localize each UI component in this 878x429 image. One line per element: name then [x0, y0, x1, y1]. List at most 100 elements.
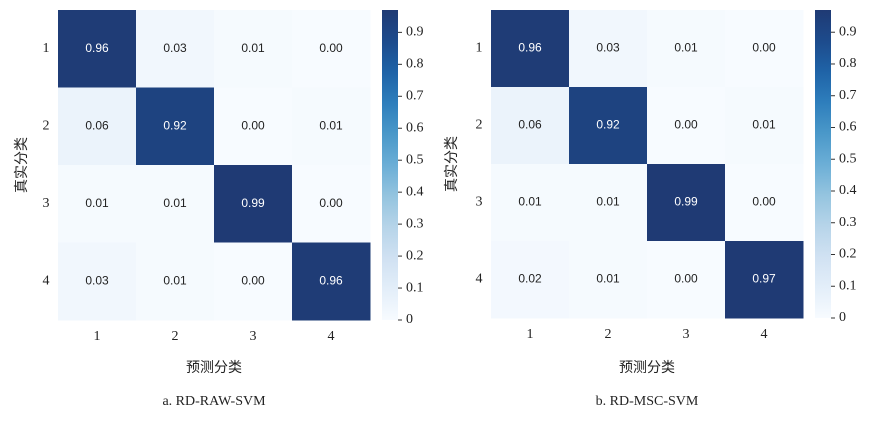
colorbar-tick-label: 0.1: [406, 280, 424, 295]
cell-label: 0.00: [241, 273, 265, 287]
cell-label: 0.03: [163, 41, 187, 55]
colorbar-tick-label: 0.9: [839, 24, 857, 39]
cell-label: 0.01: [163, 273, 187, 287]
heatmap-cell: [647, 10, 726, 88]
heatmap-cell: [647, 241, 726, 319]
cell-label: 0.01: [319, 118, 343, 132]
cell-label: 0.97: [752, 272, 776, 286]
cell-label: 0.06: [85, 118, 109, 132]
caption: b. RD-MSC-SVM: [596, 394, 699, 409]
x-tick-label: 1: [527, 327, 534, 342]
heatmap-cell: [647, 87, 726, 165]
heatmap-cell: [491, 10, 570, 88]
heatmap-cell: [292, 87, 371, 166]
colorbar-tick-label: 0.2: [839, 247, 857, 262]
y-tick-label: 3: [43, 196, 50, 211]
cell-label: 0.01: [674, 41, 698, 55]
colorbar-tick-label: 0.9: [406, 25, 424, 40]
colorbar-tick-label: 0.4: [406, 184, 424, 199]
cell-label: 0.01: [241, 41, 265, 55]
cell-label: 0.03: [596, 41, 620, 55]
colorbar-tick-label: 0.4: [839, 183, 857, 198]
heatmap-cell: [136, 10, 215, 88]
heatmap-cell: [569, 10, 648, 88]
colorbar-tick-label: 0: [406, 312, 413, 327]
x-tick-label: 4: [761, 327, 768, 342]
colorbar-tick-label: 0.3: [839, 215, 857, 230]
y-axis-label: 真实分类: [444, 136, 460, 192]
colorbar-tick-label: 0.5: [839, 151, 857, 166]
cell-label: 0.00: [752, 41, 776, 55]
cell-label: 0.01: [85, 196, 109, 210]
cell-label: 0.96: [518, 41, 542, 55]
heatmap-cell: [491, 87, 570, 165]
colorbar: [382, 10, 398, 320]
cell-label: 0.00: [319, 41, 343, 55]
heatmap-cell: [58, 165, 137, 243]
colorbar-tick-label: 0: [839, 310, 846, 325]
heatmap-cell: [569, 241, 648, 319]
x-tick-label: 2: [172, 329, 179, 344]
heatmap-cell: [136, 165, 215, 243]
y-axis-label: 真实分类: [14, 137, 30, 193]
heatmap-cell: [725, 164, 804, 242]
y-tick-label: 2: [476, 118, 483, 133]
x-tick-label: 3: [250, 329, 257, 344]
cell-label: 0.01: [163, 196, 187, 210]
y-tick-label: 4: [43, 273, 50, 288]
cell-label: 0.00: [319, 196, 343, 210]
x-tick-label: 4: [328, 329, 335, 344]
colorbar-tick-label: 0.2: [406, 248, 424, 263]
heatmap-cell: [214, 10, 293, 88]
cell-label: 0.02: [518, 272, 542, 286]
cell-label: 0.96: [319, 273, 343, 287]
cell-label: 0.00: [674, 272, 698, 286]
heatmap-cell: [214, 242, 293, 321]
cell-label: 0.01: [596, 272, 620, 286]
cell-label: 0.03: [85, 273, 109, 287]
heatmap-cell: [214, 87, 293, 166]
y-tick-label: 2: [43, 118, 50, 133]
x-tick-label: 3: [683, 327, 690, 342]
heatmap-cell: [647, 164, 726, 242]
cell-label: 0.00: [241, 118, 265, 132]
heatmap-cell: [491, 164, 570, 242]
y-tick-label: 4: [476, 272, 483, 287]
heatmap-cell: [58, 10, 137, 88]
cell-label: 0.92: [596, 118, 620, 132]
colorbar-tick-label: 0.5: [406, 152, 424, 167]
colorbar: [815, 10, 831, 318]
colorbar-tick-label: 0.7: [839, 88, 857, 103]
x-tick-label: 1: [94, 329, 101, 344]
y-tick-label: 3: [476, 195, 483, 210]
heatmap-cell: [58, 242, 137, 321]
colorbar-tick-label: 0.1: [839, 278, 857, 293]
heatmap-cell: [136, 242, 215, 321]
cell-label: 0.01: [596, 195, 620, 209]
cell-label: 0.01: [752, 118, 776, 132]
heatmap-cell: [725, 87, 804, 165]
colorbar-tick-label: 0.6: [839, 120, 857, 135]
colorbar-tick-label: 0.7: [406, 89, 424, 104]
cell-label: 0.06: [518, 118, 542, 132]
colorbar-tick-label: 0.6: [406, 120, 424, 135]
y-tick-label: 1: [43, 41, 50, 56]
cell-label: 0.92: [163, 118, 187, 132]
colorbar-tick-label: 0.8: [839, 56, 857, 71]
caption: a. RD-RAW-SVM: [162, 394, 266, 409]
cell-label: 0.01: [518, 195, 542, 209]
x-axis-label: 预测分类: [186, 360, 242, 376]
x-axis-label: 预测分类: [619, 360, 675, 376]
heatmap-cell: [214, 165, 293, 243]
cell-label: 0.00: [674, 118, 698, 132]
y-tick-label: 1: [476, 41, 483, 56]
cell-label: 0.96: [85, 41, 109, 55]
heatmap-cell: [292, 10, 371, 88]
heatmap-cell: [569, 87, 648, 165]
heatmap-cell: [292, 242, 371, 321]
cell-label: 0.99: [241, 196, 265, 210]
colorbar-tick-label: 0.8: [406, 57, 424, 72]
cell-label: 0.00: [752, 195, 776, 209]
colorbar-tick-label: 0.3: [406, 216, 424, 231]
heatmap-cell: [725, 10, 804, 88]
